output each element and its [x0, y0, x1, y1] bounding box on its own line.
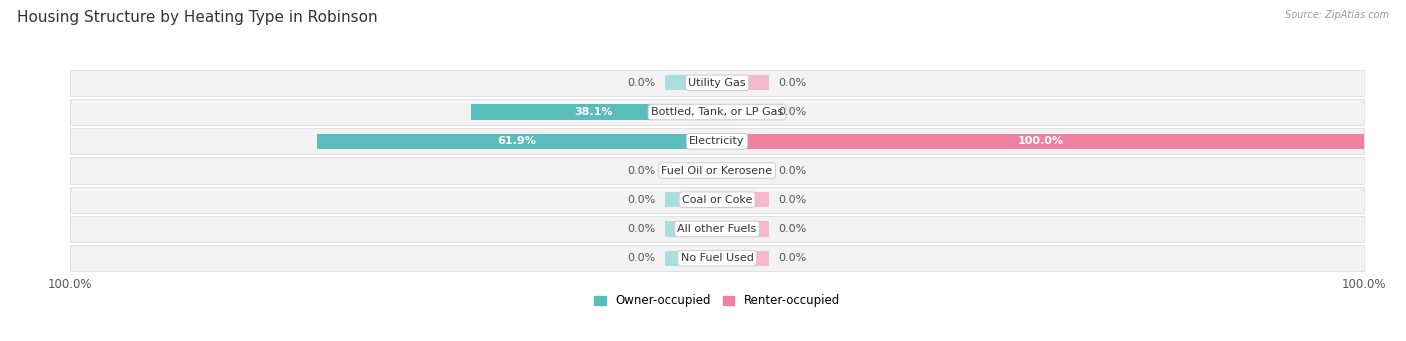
- Bar: [717, 251, 769, 266]
- Bar: [717, 104, 769, 120]
- Bar: [70, 128, 1364, 154]
- Text: 0.0%: 0.0%: [779, 195, 807, 205]
- Text: 0.0%: 0.0%: [779, 253, 807, 263]
- Text: 0.0%: 0.0%: [627, 165, 655, 176]
- Bar: [717, 75, 769, 90]
- Text: Source: ZipAtlas.com: Source: ZipAtlas.com: [1285, 10, 1389, 20]
- Text: All other Fuels: All other Fuels: [678, 224, 756, 234]
- Text: Fuel Oil or Kerosene: Fuel Oil or Kerosene: [661, 165, 773, 176]
- Bar: [717, 134, 1364, 149]
- Text: 61.9%: 61.9%: [498, 136, 536, 146]
- Bar: [70, 70, 1364, 96]
- Bar: [665, 75, 717, 90]
- Bar: [665, 221, 717, 237]
- Text: 0.0%: 0.0%: [779, 78, 807, 88]
- Bar: [471, 104, 717, 120]
- Bar: [70, 245, 1364, 271]
- Bar: [717, 192, 769, 207]
- Text: Bottled, Tank, or LP Gas: Bottled, Tank, or LP Gas: [651, 107, 783, 117]
- Text: 100.0%: 100.0%: [1018, 136, 1063, 146]
- Text: 0.0%: 0.0%: [779, 224, 807, 234]
- Text: Housing Structure by Heating Type in Robinson: Housing Structure by Heating Type in Rob…: [17, 10, 377, 25]
- Text: 0.0%: 0.0%: [627, 195, 655, 205]
- Text: 0.0%: 0.0%: [779, 165, 807, 176]
- Text: 0.0%: 0.0%: [779, 107, 807, 117]
- Bar: [665, 163, 717, 178]
- Bar: [717, 221, 769, 237]
- Bar: [665, 192, 717, 207]
- Bar: [70, 187, 1364, 213]
- Legend: Owner-occupied, Renter-occupied: Owner-occupied, Renter-occupied: [589, 290, 845, 312]
- Bar: [316, 134, 717, 149]
- Text: 38.1%: 38.1%: [575, 107, 613, 117]
- Bar: [70, 216, 1364, 242]
- Text: Electricity: Electricity: [689, 136, 745, 146]
- Text: 0.0%: 0.0%: [627, 253, 655, 263]
- Text: Utility Gas: Utility Gas: [689, 78, 745, 88]
- Text: 0.0%: 0.0%: [627, 224, 655, 234]
- Bar: [665, 251, 717, 266]
- Text: Coal or Coke: Coal or Coke: [682, 195, 752, 205]
- Bar: [70, 157, 1364, 184]
- Text: No Fuel Used: No Fuel Used: [681, 253, 754, 263]
- Text: 0.0%: 0.0%: [627, 78, 655, 88]
- Bar: [717, 163, 769, 178]
- Bar: [70, 99, 1364, 125]
